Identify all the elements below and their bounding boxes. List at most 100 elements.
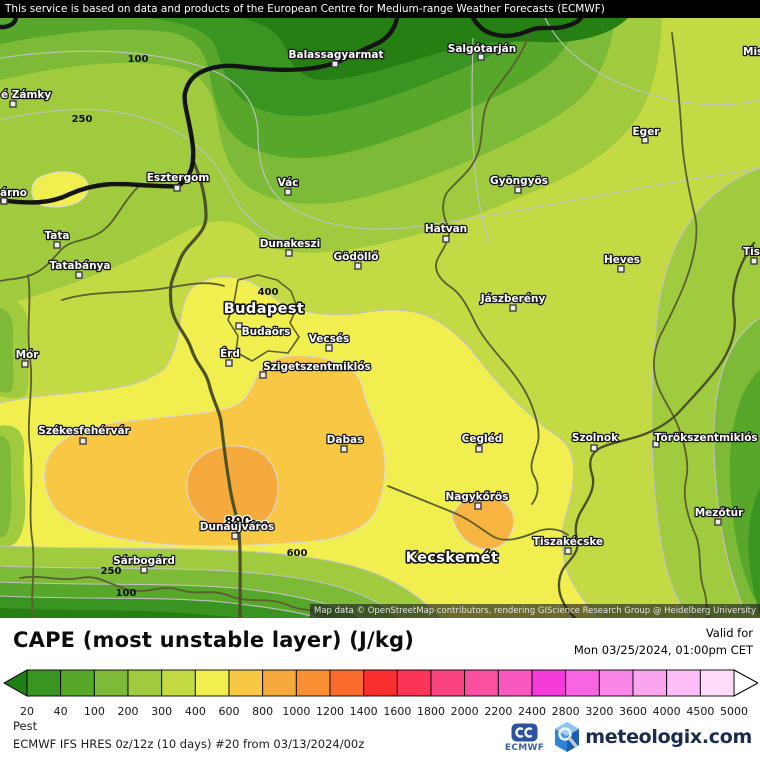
ecmwf-logo[interactable]: ECMWF <box>505 723 544 753</box>
scale-segment <box>396 669 432 697</box>
city-marker <box>714 518 722 526</box>
borders-rivers <box>0 18 756 618</box>
scale-tick-label: 3200 <box>585 705 613 718</box>
city-marker <box>590 444 598 452</box>
city-marker <box>225 359 233 367</box>
model-info: ECMWF IFS HRES 0z/12z (10 days) #20 from… <box>13 737 365 751</box>
meteologix-gem-icon <box>555 722 580 752</box>
city-marker <box>750 257 758 265</box>
city-label: árno <box>0 187 27 199</box>
scale-tick-label: 2800 <box>552 705 580 718</box>
city-label: Kecskemét <box>406 550 499 566</box>
city-marker <box>53 241 61 249</box>
cape-fill-zones <box>0 18 760 618</box>
city-marker <box>340 445 348 453</box>
scale-segment <box>699 669 735 697</box>
city-marker <box>354 262 362 270</box>
valid-for-label: Valid for <box>705 626 753 640</box>
zone-band-sw-5 <box>0 608 260 618</box>
city-marker <box>617 265 625 273</box>
city-marker <box>514 186 522 194</box>
city-label: Mór <box>16 349 40 361</box>
city-label: Salgótarján <box>448 43 516 55</box>
city-label: Mis <box>743 46 760 58</box>
contour-sw-2 <box>0 565 401 618</box>
scale-segment <box>363 669 398 697</box>
scale-tick-label: 4000 <box>653 705 681 718</box>
city-marker <box>475 445 483 453</box>
city-label: Balassagyarmat <box>288 49 383 61</box>
scale-segment <box>632 669 668 697</box>
scale-segment <box>531 669 567 697</box>
scale-segment <box>295 669 331 697</box>
county-line-east <box>653 32 709 618</box>
contour-sw-4 <box>0 595 319 618</box>
contour-value-label: 100 <box>128 54 149 65</box>
city-marker <box>0 197 8 205</box>
scale-tick-label: 400 <box>185 705 206 718</box>
contour-sw-1 <box>0 545 441 618</box>
valid-for-box: Valid for Mon 03/25/2024, 01:00pm CET <box>574 625 753 660</box>
meteologix-logo[interactable]: meteologix.com <box>552 721 752 753</box>
scale-tick-label: 200 <box>118 705 139 718</box>
city-marker <box>325 344 333 352</box>
map-title: CAPE (most unstable layer) (J/kg) <box>13 628 415 652</box>
zone-400-600-northwest-spot <box>31 171 89 208</box>
city-label: Dabas <box>327 434 364 446</box>
tisza-river <box>557 241 756 618</box>
city-marker <box>564 547 572 555</box>
city-label: Gödöllő <box>334 251 379 263</box>
contour-value-label: 400 <box>258 287 279 298</box>
county-line-west <box>27 274 35 618</box>
meteologix-logo-text: meteologix.com <box>585 726 752 748</box>
scale-arrow-right <box>733 669 758 697</box>
city-marker <box>509 304 517 312</box>
scale-tick-label: 4500 <box>686 705 714 718</box>
city-label: Eger <box>633 126 661 138</box>
contour-se-1 <box>651 167 760 618</box>
forecast-map[interactable]: 100 250 400 800 800 600 250 100 Balassagyarmat S… <box>0 18 760 618</box>
scale-segment <box>598 669 634 697</box>
scale-tick-label: 1600 <box>383 705 411 718</box>
contour-100 <box>0 50 760 230</box>
scale-tick-label: 800 <box>252 705 273 718</box>
zone-20-40-corner <box>748 488 760 614</box>
contour-600 <box>44 355 386 547</box>
city-marker <box>173 184 181 192</box>
city-label: Budapest <box>224 301 305 317</box>
city-marker <box>79 437 87 445</box>
city-label: Érd <box>220 347 240 360</box>
city-marker <box>235 322 243 330</box>
city-label: Hatvan <box>425 223 467 235</box>
city-marker <box>21 360 29 368</box>
country-border <box>0 18 400 205</box>
zone-nagykoros-blob <box>452 496 514 550</box>
scale-segment <box>464 669 499 697</box>
contour-nagykoros <box>451 495 515 550</box>
city-marker <box>75 271 83 279</box>
city-marker <box>331 60 339 68</box>
scale-segment <box>127 669 163 697</box>
contour-400-nw-spot <box>31 171 89 208</box>
county-line-nw <box>0 184 141 282</box>
contour-value-label: 800 <box>248 520 269 531</box>
zone-left-column-lower-edge <box>0 436 12 538</box>
scale-tick-label: 1000 <box>282 705 310 718</box>
contour-value-label: 250 <box>72 114 93 125</box>
scale-segment <box>194 669 230 697</box>
valid-datetime: Mon 03/25/2024, 01:00pm CET <box>573 643 753 658</box>
scale-tick-label: 2400 <box>518 705 546 718</box>
contour-250 <box>0 109 291 244</box>
city-label: é Zámky <box>1 89 51 101</box>
city-label: Mezőtúr <box>695 507 744 519</box>
scale-segment <box>497 669 533 697</box>
contour-ne <box>544 18 760 106</box>
city-marker <box>477 53 485 61</box>
legend-panel: CAPE (most unstable layer) (J/kg) Valid … <box>0 618 760 760</box>
budapest-city-boundary <box>227 274 300 362</box>
city-label: Tiszakécske <box>533 536 603 548</box>
scale-segment <box>262 669 297 697</box>
scale-segment <box>430 669 466 697</box>
